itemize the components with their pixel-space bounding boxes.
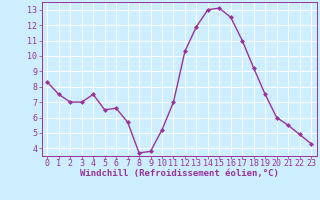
X-axis label: Windchill (Refroidissement éolien,°C): Windchill (Refroidissement éolien,°C) (80, 169, 279, 178)
